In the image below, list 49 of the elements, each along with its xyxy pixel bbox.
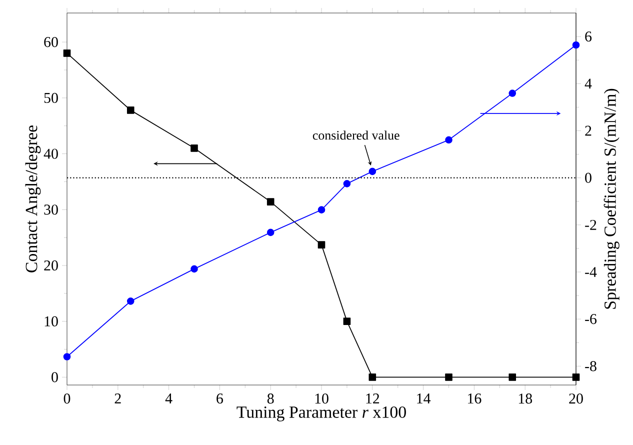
y-tick-label: 60 (44, 37, 58, 48)
y2-tick-label: 2 (585, 126, 592, 136)
point (63, 50, 71, 57)
y-tick-label: 20 (44, 260, 58, 271)
x-tick-label: 4 (165, 394, 172, 404)
point (266, 228, 274, 236)
point (190, 265, 198, 273)
y2-tick-label: -8 (585, 361, 596, 372)
y-tick-label: 30 (44, 204, 58, 215)
point (368, 374, 376, 381)
x-tick-label: 2 (114, 394, 121, 404)
point (318, 206, 326, 214)
y2-tick-label: 4 (584, 78, 592, 89)
y2-tick-label: 0 (585, 172, 592, 183)
point (63, 353, 71, 360)
x-tick-label: 18 (518, 394, 532, 404)
point (445, 374, 452, 381)
point (572, 41, 580, 49)
y2-tick-label: -4 (585, 267, 597, 277)
x-tick-label: 12 (366, 394, 380, 404)
x-axis-title: Tuning Parameter r x100 (236, 406, 406, 422)
y2-tick-label: -6 (585, 314, 597, 324)
x-tick-label: 10 (315, 394, 328, 404)
point (266, 198, 274, 206)
point (445, 136, 452, 144)
point (508, 374, 516, 381)
y2-axis-title: Spreading Coefficient S/(mN/m) (604, 88, 620, 309)
x-tick-label: 16 (468, 394, 482, 404)
y-tick-label: 0 (52, 372, 58, 382)
point (126, 106, 134, 114)
y-tick-label: 50 (44, 92, 58, 103)
y2-tick-label: 6 (585, 32, 592, 42)
point (318, 241, 326, 248)
x-tick-label: 8 (267, 394, 274, 404)
x-tick-label: 0 (64, 394, 70, 404)
x-tick-label: 6 (216, 394, 223, 404)
point (368, 168, 376, 176)
y-tick-label: 10 (44, 316, 58, 326)
point (126, 298, 134, 305)
y2-tick-label: -2 (585, 220, 596, 230)
y-tick-label: 40 (44, 148, 58, 159)
point (343, 318, 351, 325)
point (343, 180, 351, 188)
y-axis-title: Contact Angle/degree (25, 125, 41, 272)
x-tick-label: 20 (569, 394, 583, 404)
x-tick-label: 14 (417, 394, 431, 404)
point (190, 144, 198, 152)
point (508, 90, 516, 97)
annotation: considered value (312, 130, 400, 140)
